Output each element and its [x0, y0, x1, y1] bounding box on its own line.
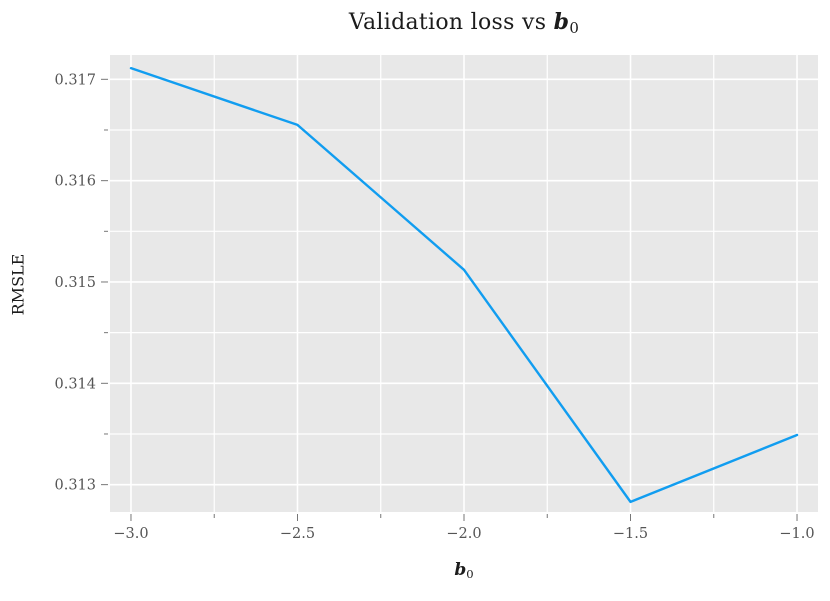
y-tick-label: 0.317 [54, 72, 96, 88]
x-axis-label-subscript: 0 [466, 567, 474, 582]
x-tick-label: −2.5 [280, 526, 315, 542]
y-tick-label: 0.313 [54, 478, 96, 494]
y-axis-label: RMSLE [9, 225, 28, 345]
chart-title-subscript: 0 [569, 19, 580, 38]
chart-title: Validation loss vs b0 [110, 9, 818, 37]
x-tick-label: −1.5 [613, 526, 648, 542]
x-axis-label-var-symbol: b [454, 560, 467, 580]
y-tick-label: 0.314 [54, 376, 96, 392]
y-tick-label: 0.316 [54, 174, 96, 190]
x-tick-label: −1.0 [779, 526, 814, 542]
x-tick-label: −3.0 [113, 526, 148, 542]
y-axis-label-text: RMSLE [8, 253, 28, 316]
y-tick-label: 0.315 [54, 275, 96, 291]
chart-title-text: Validation loss vs [348, 10, 554, 35]
x-axis-label: b0 [110, 560, 818, 581]
validation-loss-line [129, 66, 799, 504]
x-tick-label: −2.0 [446, 526, 481, 542]
chart-title-var-symbol: b [553, 9, 570, 35]
